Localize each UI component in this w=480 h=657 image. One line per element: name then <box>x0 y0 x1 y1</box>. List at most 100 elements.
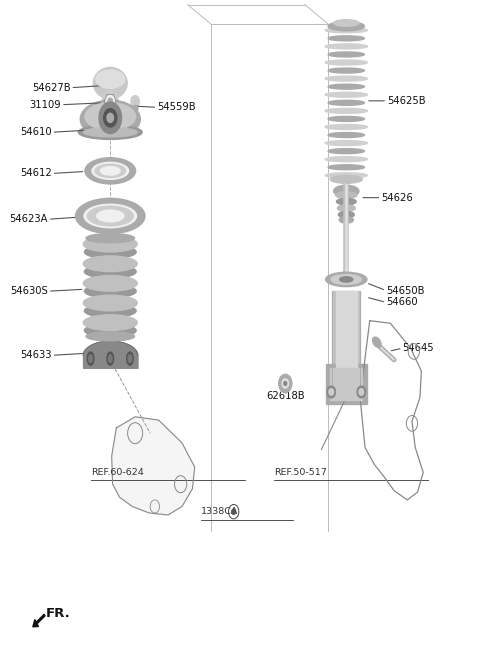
Text: 54633: 54633 <box>20 350 52 360</box>
Ellipse shape <box>328 84 364 89</box>
Text: 54610: 54610 <box>20 127 52 137</box>
Ellipse shape <box>87 352 94 365</box>
Ellipse shape <box>328 101 364 105</box>
Ellipse shape <box>85 102 136 130</box>
Text: REF.50-517: REF.50-517 <box>275 468 327 477</box>
Ellipse shape <box>328 36 364 41</box>
Ellipse shape <box>108 355 112 363</box>
Text: 54625B: 54625B <box>387 96 426 106</box>
Ellipse shape <box>84 127 137 137</box>
Ellipse shape <box>75 198 145 234</box>
Polygon shape <box>112 417 195 515</box>
Ellipse shape <box>339 217 353 223</box>
Text: FR.: FR. <box>46 606 71 620</box>
FancyArrow shape <box>33 614 45 627</box>
Ellipse shape <box>328 133 364 137</box>
Text: 54627B: 54627B <box>32 83 71 93</box>
Ellipse shape <box>84 284 136 298</box>
Ellipse shape <box>340 277 353 282</box>
Text: 54630S: 54630S <box>10 286 48 296</box>
Text: 1338CA: 1338CA <box>201 507 238 516</box>
Circle shape <box>108 98 113 104</box>
Ellipse shape <box>94 68 127 99</box>
Text: 54645: 54645 <box>403 343 434 353</box>
Ellipse shape <box>325 108 367 114</box>
Ellipse shape <box>330 175 362 183</box>
Ellipse shape <box>95 164 125 177</box>
Circle shape <box>357 386 366 398</box>
Ellipse shape <box>325 60 367 65</box>
Ellipse shape <box>328 116 364 122</box>
Ellipse shape <box>84 295 137 311</box>
Ellipse shape <box>325 272 367 286</box>
Ellipse shape <box>325 124 367 129</box>
Ellipse shape <box>325 28 367 33</box>
Ellipse shape <box>328 148 364 154</box>
Circle shape <box>99 102 121 133</box>
Ellipse shape <box>84 275 137 291</box>
Circle shape <box>107 113 114 122</box>
Ellipse shape <box>84 246 136 258</box>
Circle shape <box>106 96 115 107</box>
Ellipse shape <box>80 100 140 138</box>
Ellipse shape <box>132 105 138 112</box>
Ellipse shape <box>84 304 136 317</box>
Ellipse shape <box>87 206 133 226</box>
Ellipse shape <box>325 92 367 97</box>
Ellipse shape <box>337 205 355 212</box>
Text: 54626: 54626 <box>382 193 413 202</box>
Text: 54660: 54660 <box>386 298 418 307</box>
Ellipse shape <box>128 355 132 363</box>
Ellipse shape <box>89 355 93 363</box>
Ellipse shape <box>325 173 367 178</box>
Bar <box>330 368 362 401</box>
Ellipse shape <box>328 52 364 57</box>
Ellipse shape <box>96 70 125 89</box>
Ellipse shape <box>84 256 137 271</box>
Ellipse shape <box>78 125 142 139</box>
Circle shape <box>359 389 364 396</box>
Bar <box>336 291 357 397</box>
Bar <box>325 365 367 404</box>
Text: 54623A: 54623A <box>10 214 48 224</box>
Ellipse shape <box>131 96 139 107</box>
Circle shape <box>327 386 336 398</box>
Ellipse shape <box>325 157 367 162</box>
Ellipse shape <box>84 237 137 252</box>
Ellipse shape <box>334 20 359 26</box>
Ellipse shape <box>325 76 367 81</box>
Ellipse shape <box>100 167 120 175</box>
Ellipse shape <box>334 185 359 197</box>
Ellipse shape <box>325 141 367 146</box>
Ellipse shape <box>336 198 356 205</box>
Ellipse shape <box>328 68 364 73</box>
Ellipse shape <box>127 352 133 365</box>
Text: 54612: 54612 <box>20 168 52 179</box>
Text: 54559B: 54559B <box>157 102 196 112</box>
Ellipse shape <box>86 234 134 243</box>
Ellipse shape <box>92 162 129 179</box>
Ellipse shape <box>85 158 136 184</box>
Bar <box>332 291 360 397</box>
Ellipse shape <box>107 352 114 365</box>
Text: REF.60-624: REF.60-624 <box>92 468 144 477</box>
Circle shape <box>232 509 236 514</box>
Ellipse shape <box>84 315 137 330</box>
Ellipse shape <box>328 165 364 170</box>
Ellipse shape <box>372 337 381 348</box>
Ellipse shape <box>84 324 136 337</box>
Ellipse shape <box>336 192 357 198</box>
Ellipse shape <box>84 204 136 228</box>
Circle shape <box>282 379 288 388</box>
Circle shape <box>329 389 334 396</box>
Circle shape <box>104 108 117 127</box>
Ellipse shape <box>325 44 367 49</box>
Text: 31109: 31109 <box>29 100 61 110</box>
Ellipse shape <box>96 210 124 222</box>
Ellipse shape <box>328 22 364 31</box>
Ellipse shape <box>84 265 136 278</box>
Circle shape <box>284 382 287 386</box>
Ellipse shape <box>86 332 134 341</box>
Circle shape <box>279 374 292 393</box>
Circle shape <box>102 91 118 112</box>
